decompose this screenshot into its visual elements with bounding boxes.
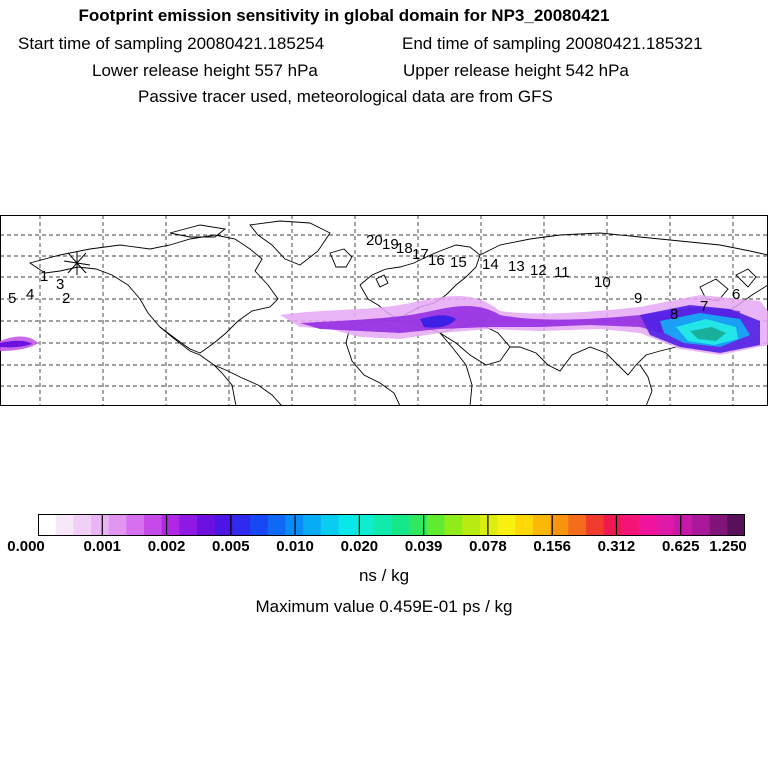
map-title: Footprint emission sensitivity in global… [78, 6, 610, 25]
colorbar-cell [638, 514, 658, 536]
colorbar-cell [656, 514, 675, 536]
trajectory-label-3: 3 [56, 276, 64, 293]
colorbar-cell [391, 514, 410, 536]
colorbar-cell [197, 514, 216, 536]
tracer-note: Passive tracer used, meteorological data… [138, 87, 553, 106]
colorbar-cell [479, 514, 499, 536]
colorbar-cell [426, 514, 446, 536]
colorbar-cell [691, 514, 711, 536]
colorbar-tick-label: 0.625 [661, 538, 700, 555]
colorbar-cell [409, 514, 428, 536]
colorbar-cell [338, 514, 357, 536]
trajectory-label-18: 18 [396, 240, 413, 257]
release-site-marker [63, 251, 91, 275]
colorbar [38, 514, 745, 536]
upper-height-label: Upper release height 542 hPa [403, 61, 629, 80]
trajectory-label-17: 17 [412, 246, 429, 263]
trajectory-label-11: 11 [554, 264, 570, 281]
colorbar-cell [709, 514, 728, 536]
colorbar-cell [550, 514, 569, 536]
trajectory-label-9: 9 [634, 290, 642, 307]
trajectory-label-16: 16 [428, 252, 445, 269]
trajectory-label-4: 4 [26, 286, 34, 303]
colorbar-tick-label: 0.020 [340, 538, 379, 555]
colorbar-cell [444, 514, 463, 536]
trajectory-label-20: 20 [366, 232, 383, 249]
end-time-label: End time of sampling 20080421.185321 [402, 34, 703, 53]
trajectory-label-8: 8 [670, 306, 678, 323]
colorbar-frame [38, 514, 745, 536]
trajectory-label-5: 5 [8, 290, 16, 307]
colorbar-cell [532, 514, 552, 536]
units-label: ns / kg [358, 566, 410, 585]
colorbar-cell [497, 514, 516, 536]
colorbar-cell [161, 514, 180, 536]
colorbar-tick-label: 0.010 [276, 538, 314, 555]
emission-plume [0, 295, 768, 355]
maximum-value-label: Maximum value 0.459E-01 ps / kg [255, 597, 513, 616]
colorbar-cell [603, 514, 622, 536]
colorbar-cell [108, 514, 127, 536]
colorbar-tick-label: 1.250 [709, 538, 747, 555]
start-time-label: Start time of sampling 20080421.185254 [18, 34, 325, 53]
colorbar-cell [373, 514, 392, 536]
colorbar-cell [267, 514, 286, 536]
colorbar-cell [232, 514, 251, 536]
colorbar-cell [55, 514, 74, 536]
colorbar-cell [462, 514, 481, 536]
colorbar-tick-label: 0.156 [533, 538, 571, 555]
colorbar-cell [320, 514, 339, 536]
trajectory-label-12: 12 [530, 262, 547, 279]
colorbar-cell [73, 514, 92, 536]
colorbar-cell [144, 514, 163, 536]
trajectory-label-13: 13 [508, 258, 525, 275]
colorbar-cell [515, 514, 534, 536]
colorbar-cell [91, 514, 110, 536]
colorbar-tick-label: 0.078 [469, 538, 507, 555]
colorbar-cell [621, 514, 640, 536]
colorbar-cell [727, 514, 745, 536]
lower-height-label: Lower release height 557 hPa [92, 61, 318, 80]
colorbar-cell [126, 514, 145, 536]
colorbar-tick-label: 0.005 [212, 538, 250, 555]
colorbar-cell [214, 514, 233, 536]
trajectory-label-1: 1 [40, 268, 48, 285]
colorbar-cell [38, 514, 57, 536]
colorbar-cell [356, 514, 375, 536]
trajectory-label-19: 19 [382, 236, 399, 253]
colorbar-tick-label: 0.002 [147, 538, 186, 555]
colorbar-tick-label: 0.000 [7, 538, 45, 555]
colorbar-tick-label: 0.039 [404, 538, 443, 555]
trajectory-label-2: 2 [62, 290, 70, 307]
trajectory-label-10: 10 [594, 274, 611, 291]
colorbar-cell [568, 514, 587, 536]
trajectory-label-7: 7 [700, 298, 708, 315]
colorbar-cell [674, 514, 693, 536]
trajectory-label-15: 15 [450, 254, 467, 271]
colorbar-cell [179, 514, 198, 536]
colorbar-tick-label: 0.312 [597, 538, 636, 555]
colorbar-cell [250, 514, 269, 536]
trajectory-label-6: 6 [732, 286, 740, 303]
colorbar-cell [585, 514, 605, 536]
colorbar-tick-label: 0.001 [83, 538, 122, 555]
colorbar-cell [303, 514, 322, 536]
trajectory-label-14: 14 [482, 256, 499, 273]
